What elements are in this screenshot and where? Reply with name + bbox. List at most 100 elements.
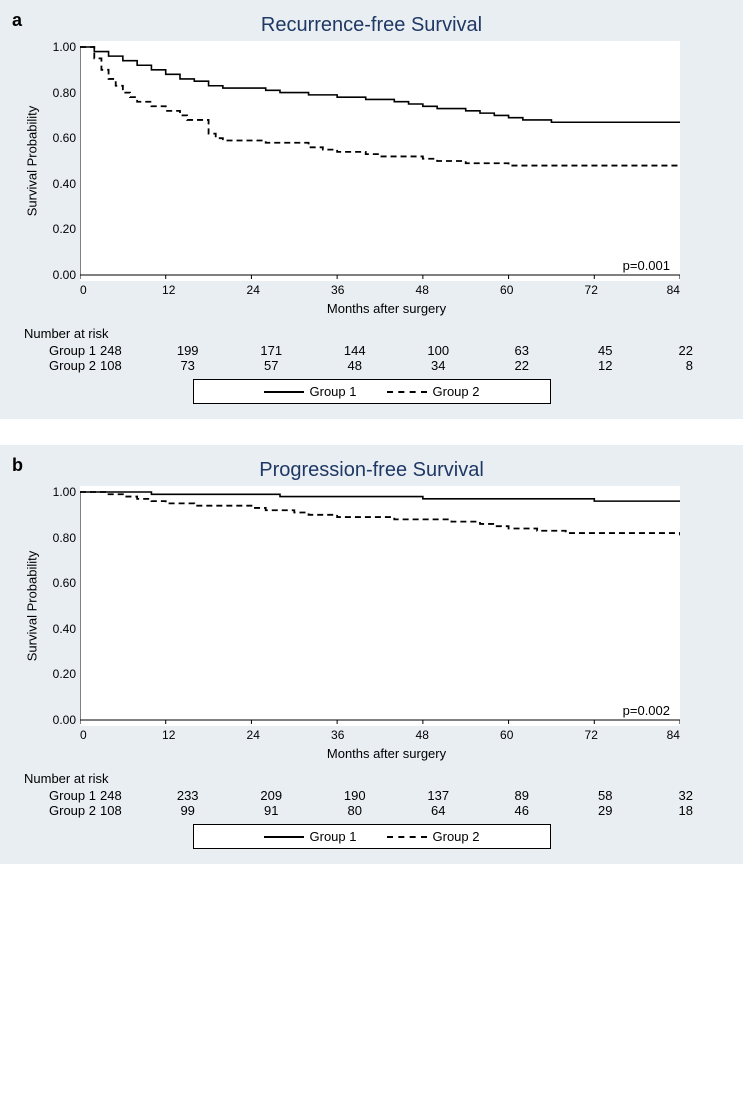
risk-values: 248199171144100634522 [100, 343, 693, 358]
risk-row: Group 210899918064462918 [20, 803, 723, 818]
risk-value: 29 [564, 803, 648, 818]
x-tick: 48 [380, 283, 465, 297]
risk-value: 64 [396, 803, 480, 818]
risk-values: 1087357483422128 [100, 358, 693, 373]
y-tick-labels: 0.000.200.400.600.801.00 [70, 486, 80, 726]
x-tick: 12 [126, 728, 211, 742]
risk-row-label: Group 2 [20, 803, 100, 818]
legend-item: Group 2 [387, 384, 480, 399]
figure-root: aRecurrence-free Survival0.000.200.400.6… [0, 0, 743, 864]
plot-wrap: 0.000.200.400.600.801.00Survival Probabi… [80, 41, 693, 316]
risk-value: 58 [564, 788, 648, 803]
x-tick: 24 [211, 728, 296, 742]
x-tick: 72 [549, 283, 634, 297]
p-value: p=0.002 [623, 703, 670, 718]
risk-value: 8 [647, 358, 693, 373]
panel-gap [0, 419, 743, 445]
legend-line-icon [387, 391, 427, 393]
risk-value: 144 [313, 343, 397, 358]
x-tick: 36 [295, 728, 380, 742]
risk-value: 57 [229, 358, 313, 373]
risk-value: 248 [100, 343, 146, 358]
y-tick: 1.00 [53, 485, 76, 499]
y-axis-label: Survival Probability [25, 106, 40, 217]
x-tick: 72 [549, 728, 634, 742]
x-axis-label: Months after surgery [80, 301, 693, 316]
x-axis-label: Months after surgery [80, 746, 693, 761]
x-tick: 84 [633, 728, 679, 742]
legend-label: Group 2 [433, 829, 480, 844]
y-tick: 0.80 [53, 86, 76, 100]
risk-value: 18 [647, 803, 693, 818]
legend-line-icon [387, 836, 427, 838]
risk-values: 248233209190137895832 [100, 788, 693, 803]
y-axis-label: Survival Probability [25, 551, 40, 662]
chart-title: Progression-free Survival [20, 459, 723, 482]
plot-area: 0.000.200.400.600.801.00Survival Probabi… [80, 486, 680, 726]
y-tick: 1.00 [53, 40, 76, 54]
risk-value: 32 [647, 788, 693, 803]
legend-line-icon [264, 836, 304, 838]
risk-row: Group 21087357483422128 [20, 358, 723, 373]
risk-value: 233 [146, 788, 230, 803]
y-tick: 0.20 [53, 222, 76, 236]
risk-value: 34 [396, 358, 480, 373]
y-tick: 0.00 [53, 713, 76, 727]
y-tick: 0.20 [53, 667, 76, 681]
y-tick: 0.40 [53, 622, 76, 636]
y-tick: 0.60 [53, 131, 76, 145]
legend-label: Group 1 [310, 384, 357, 399]
risk-title: Number at risk [24, 326, 723, 341]
risk-value: 171 [229, 343, 313, 358]
risk-value: 46 [480, 803, 564, 818]
risk-row-label: Group 1 [20, 788, 100, 803]
x-tick: 48 [380, 728, 465, 742]
y-tick: 0.40 [53, 177, 76, 191]
risk-row: Group 1248199171144100634522 [20, 343, 723, 358]
risk-value: 99 [146, 803, 230, 818]
risk-row-label: Group 2 [20, 358, 100, 373]
legend: Group 1 Group 2 [193, 379, 551, 404]
risk-value: 248 [100, 788, 146, 803]
risk-value: 137 [396, 788, 480, 803]
risk-table: Number at risk Group 12481991711441006345… [20, 326, 723, 373]
risk-row-label: Group 1 [20, 343, 100, 358]
x-tick: 24 [211, 283, 296, 297]
legend-label: Group 1 [310, 829, 357, 844]
x-tick: 36 [295, 283, 380, 297]
risk-value: 73 [146, 358, 230, 373]
x-tick: 12 [126, 283, 211, 297]
legend-item: Group 2 [387, 829, 480, 844]
risk-value: 199 [146, 343, 230, 358]
plot-wrap: 0.000.200.400.600.801.00Survival Probabi… [80, 486, 693, 761]
risk-value: 12 [564, 358, 648, 373]
survival-panel: bProgression-free Survival0.000.200.400.… [0, 445, 743, 864]
y-tick: 0.80 [53, 531, 76, 545]
x-tick: 0 [80, 728, 126, 742]
risk-value: 22 [480, 358, 564, 373]
risk-value: 209 [229, 788, 313, 803]
risk-row: Group 1248233209190137895832 [20, 788, 723, 803]
p-value: p=0.001 [623, 258, 670, 273]
risk-value: 100 [396, 343, 480, 358]
risk-value: 63 [480, 343, 564, 358]
plot-area: 0.000.200.400.600.801.00Survival Probabi… [80, 41, 680, 281]
risk-value: 108 [100, 803, 146, 818]
legend-line-icon [264, 391, 304, 393]
risk-values: 10899918064462918 [100, 803, 693, 818]
survival-panel: aRecurrence-free Survival0.000.200.400.6… [0, 0, 743, 419]
legend-label: Group 2 [433, 384, 480, 399]
legend-item: Group 1 [264, 829, 357, 844]
y-tick-labels: 0.000.200.400.600.801.00 [70, 41, 80, 281]
x-tick-row: 012243648607284 [80, 728, 680, 742]
y-tick: 0.00 [53, 268, 76, 282]
legend-item: Group 1 [264, 384, 357, 399]
risk-value: 48 [313, 358, 397, 373]
legend: Group 1 Group 2 [193, 824, 551, 849]
x-tick-row: 012243648607284 [80, 283, 680, 297]
x-tick: 84 [633, 283, 679, 297]
x-tick: 0 [80, 283, 126, 297]
x-tick: 60 [464, 728, 549, 742]
risk-value: 80 [313, 803, 397, 818]
risk-value: 108 [100, 358, 146, 373]
